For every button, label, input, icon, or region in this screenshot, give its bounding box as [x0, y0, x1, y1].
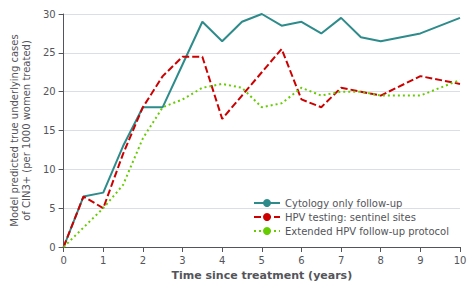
svg-text:of CIN3+ (per 1000 women treat: of CIN3+ (per 1000 women treated) [21, 40, 32, 221]
svg-text:HPV testing: sentinel sites: HPV testing: sentinel sites [285, 212, 416, 223]
svg-text:9: 9 [417, 255, 423, 266]
svg-text:25: 25 [43, 47, 56, 58]
svg-text:15: 15 [43, 125, 56, 136]
svg-text:3: 3 [179, 255, 185, 266]
svg-text:Time since treatment (years): Time since treatment (years) [171, 269, 352, 282]
svg-text:10: 10 [43, 164, 56, 175]
svg-text:30: 30 [43, 9, 56, 20]
svg-text:Cytology only follow-up: Cytology only follow-up [285, 198, 402, 209]
svg-text:Extended HPV follow-up protoco: Extended HPV follow-up protocol [285, 226, 449, 237]
svg-text:0: 0 [49, 242, 55, 253]
svg-text:8: 8 [378, 255, 384, 266]
svg-text:2: 2 [140, 255, 146, 266]
svg-text:7: 7 [338, 255, 344, 266]
svg-text:20: 20 [43, 86, 56, 97]
svg-text:0: 0 [60, 255, 66, 266]
svg-text:5: 5 [259, 255, 265, 266]
svg-text:Model predicted true underlyin: Model predicted true underlying cases [9, 34, 20, 226]
svg-text:4: 4 [219, 255, 225, 266]
svg-text:10: 10 [454, 255, 467, 266]
svg-text:5: 5 [49, 203, 55, 214]
svg-text:6: 6 [298, 255, 304, 266]
svg-text:1: 1 [100, 255, 106, 266]
